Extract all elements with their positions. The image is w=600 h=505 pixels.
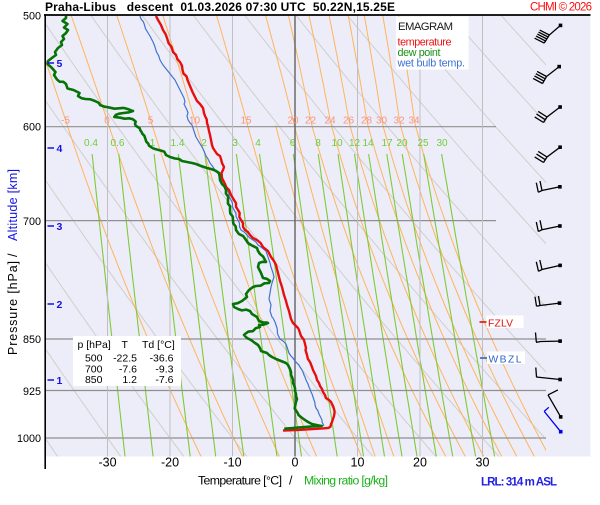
svg-text:dew point: dew point — [398, 47, 441, 59]
svg-text:/: / — [6, 253, 20, 257]
svg-text:0.4: 0.4 — [84, 138, 98, 149]
svg-text:-7.6: -7.6 — [119, 364, 137, 376]
svg-text:10: 10 — [331, 138, 343, 149]
svg-text:850: 850 — [85, 374, 103, 386]
svg-text:12: 12 — [349, 138, 361, 149]
svg-text:Pressure [hPa]: Pressure [hPa] — [6, 261, 20, 355]
svg-text:Td [°C]: Td [°C] — [142, 339, 175, 351]
svg-text:/: / — [289, 474, 293, 488]
svg-text:5: 5 — [57, 58, 63, 70]
svg-text:3: 3 — [57, 221, 63, 233]
svg-text:15: 15 — [240, 116, 252, 127]
svg-text:1000: 1000 — [17, 433, 41, 445]
svg-text:10: 10 — [351, 456, 365, 470]
svg-text:20: 20 — [396, 138, 408, 149]
svg-text:temperature: temperature — [398, 37, 452, 49]
svg-text:1.4: 1.4 — [171, 138, 185, 149]
svg-text:30: 30 — [376, 116, 388, 127]
svg-text:Praha-Libus descent 01.03.2: Praha-Libus descent 01.03.2026 07:30 UTC… — [45, 0, 395, 14]
svg-text:0: 0 — [104, 116, 110, 127]
svg-text:Temperature [°C]: Temperature [°C] — [198, 474, 282, 488]
svg-text:20: 20 — [413, 456, 427, 470]
svg-text:-7.6: -7.6 — [155, 374, 173, 386]
svg-text:WBZL: WBZL — [489, 355, 522, 366]
svg-text:5: 5 — [148, 116, 154, 127]
svg-text:700: 700 — [23, 216, 41, 228]
svg-text:4: 4 — [255, 138, 261, 149]
svg-text:2: 2 — [57, 299, 63, 311]
svg-text:1.2: 1.2 — [122, 374, 137, 386]
svg-text:10: 10 — [189, 116, 201, 127]
svg-text:2: 2 — [201, 138, 207, 149]
svg-text:25: 25 — [417, 138, 429, 149]
svg-text:28: 28 — [361, 116, 373, 127]
svg-text:26: 26 — [343, 116, 355, 127]
svg-text:24: 24 — [324, 116, 336, 127]
svg-text:-22.5: -22.5 — [113, 353, 137, 365]
svg-text:14: 14 — [362, 138, 374, 149]
svg-text:-10: -10 — [223, 456, 241, 470]
svg-text:LRL: 314 m ASL: LRL: 314 m ASL — [481, 477, 557, 489]
svg-text:30: 30 — [476, 456, 490, 470]
svg-text:-36.6: -36.6 — [150, 353, 174, 365]
svg-text:CHMI © 2026: CHMI © 2026 — [530, 2, 592, 14]
svg-text:6: 6 — [290, 138, 296, 149]
svg-text:20: 20 — [287, 116, 299, 127]
svg-text:34: 34 — [408, 116, 420, 127]
svg-text:-5: -5 — [61, 116, 70, 127]
svg-text:8: 8 — [315, 138, 321, 149]
svg-text:700: 700 — [85, 364, 103, 376]
svg-text:4: 4 — [57, 143, 63, 155]
svg-text:0.6: 0.6 — [111, 138, 125, 149]
svg-text:17: 17 — [381, 138, 393, 149]
svg-text:3: 3 — [232, 138, 238, 149]
svg-text:30: 30 — [436, 138, 448, 149]
svg-text:1: 1 — [57, 375, 63, 387]
svg-text:925: 925 — [23, 386, 41, 398]
svg-text:Altitude [km]: Altitude [km] — [6, 169, 20, 241]
svg-text:-30: -30 — [98, 456, 116, 470]
svg-text:600: 600 — [23, 121, 41, 133]
svg-text:p [hPa]: p [hPa] — [78, 339, 111, 351]
svg-text:500: 500 — [85, 353, 103, 365]
svg-text:-9.3: -9.3 — [155, 364, 173, 376]
svg-text:1: 1 — [150, 138, 156, 149]
svg-text:-20: -20 — [161, 456, 179, 470]
svg-text:FZLV: FZLV — [488, 319, 513, 330]
svg-text:0: 0 — [292, 456, 299, 470]
svg-text:wet bulb temp.: wet bulb temp. — [397, 57, 466, 69]
svg-text:EMAGRAM: EMAGRAM — [398, 21, 453, 33]
svg-text:500: 500 — [23, 10, 41, 22]
svg-text:T: T — [122, 339, 129, 351]
svg-text:Mixing ratio [g/kg]: Mixing ratio [g/kg] — [304, 474, 388, 488]
svg-text:32: 32 — [393, 116, 405, 127]
svg-text:850: 850 — [23, 334, 41, 346]
svg-text:22: 22 — [305, 116, 317, 127]
